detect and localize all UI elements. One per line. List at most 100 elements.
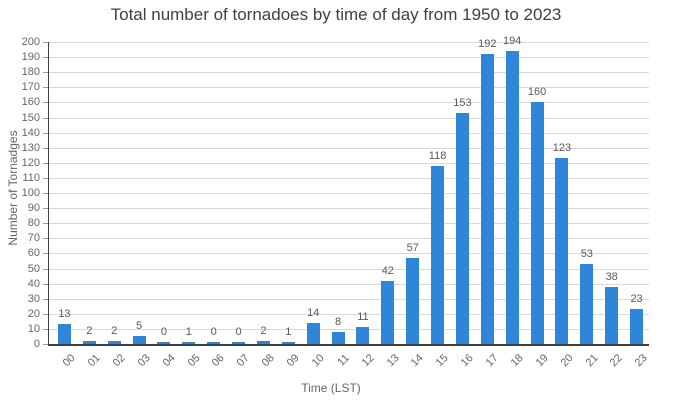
bar bbox=[157, 342, 171, 344]
y-tick-mark bbox=[43, 177, 48, 179]
bar bbox=[630, 309, 644, 344]
x-tick-label: 00 bbox=[60, 352, 78, 370]
bar-value-label: 160 bbox=[527, 86, 547, 98]
x-axis-title: Time (LST) bbox=[301, 381, 361, 395]
gridline bbox=[48, 162, 649, 164]
gridline bbox=[48, 177, 649, 179]
bar bbox=[232, 342, 246, 344]
x-tick-label: 03 bbox=[135, 352, 153, 370]
gridline bbox=[48, 72, 649, 74]
x-tick-label: 13 bbox=[384, 352, 402, 370]
y-tick-mark bbox=[43, 344, 48, 345]
y-axis-line bbox=[48, 42, 49, 344]
gridline bbox=[48, 238, 649, 240]
bar-value-label: 118 bbox=[428, 150, 447, 162]
y-tick-label: 40 bbox=[27, 277, 40, 290]
x-axis-line bbox=[48, 344, 649, 346]
gridline bbox=[48, 42, 649, 43]
y-tick-mark bbox=[43, 223, 48, 225]
bar bbox=[207, 342, 221, 344]
x-tick-label: 08 bbox=[259, 352, 277, 370]
y-tick-label: 170 bbox=[21, 81, 40, 94]
bar-value-label: 2 bbox=[86, 325, 93, 337]
gridline bbox=[48, 102, 649, 104]
bar-value-label: 0 bbox=[160, 326, 167, 338]
y-tick-label: 10 bbox=[27, 322, 40, 335]
y-tick-label: 200 bbox=[21, 36, 40, 48]
y-tick-label: 30 bbox=[27, 292, 40, 305]
bar bbox=[331, 332, 345, 344]
gridline bbox=[48, 268, 649, 270]
y-tick-label: 150 bbox=[21, 111, 40, 124]
gridline bbox=[48, 283, 649, 285]
y-tick-label: 100 bbox=[21, 187, 40, 199]
y-tick-mark bbox=[43, 87, 48, 89]
y-tick-mark bbox=[43, 238, 48, 240]
y-tick-label: 120 bbox=[21, 156, 40, 169]
bar bbox=[256, 341, 270, 344]
bar-value-label: 53 bbox=[580, 248, 593, 260]
gridline bbox=[48, 313, 649, 315]
gridline bbox=[48, 57, 649, 59]
x-tick-label: 06 bbox=[210, 352, 228, 370]
x-tick-label: 19 bbox=[533, 352, 551, 370]
y-tick-label: 160 bbox=[21, 96, 40, 109]
y-tick-mark bbox=[43, 268, 48, 270]
bar-value-label: 0 bbox=[210, 326, 217, 338]
x-tick-label: 23 bbox=[632, 352, 651, 370]
bar bbox=[281, 342, 295, 344]
x-tick-label: 07 bbox=[234, 352, 253, 370]
bar bbox=[182, 342, 196, 344]
x-tick-label: 17 bbox=[483, 352, 501, 370]
x-tick-label: 09 bbox=[284, 352, 302, 370]
x-tick-label: 16 bbox=[458, 352, 476, 370]
bar-value-label: 38 bbox=[605, 271, 618, 283]
y-tick-label: 130 bbox=[21, 141, 40, 154]
x-tick-label: 21 bbox=[583, 352, 601, 370]
bar bbox=[480, 54, 494, 344]
x-tick-label: 01 bbox=[85, 352, 103, 370]
x-tick-label: 15 bbox=[433, 352, 452, 370]
bar-value-label: 11 bbox=[357, 311, 369, 323]
bar-value-label: 194 bbox=[503, 35, 522, 47]
x-tick-label: 10 bbox=[309, 352, 327, 370]
y-tick-mark bbox=[43, 313, 48, 315]
bar-value-label: 2 bbox=[260, 325, 267, 337]
y-tick-mark bbox=[43, 162, 48, 164]
bar-value-label: 2 bbox=[111, 325, 118, 337]
y-tick-label: 110 bbox=[22, 171, 40, 184]
y-tick-mark bbox=[43, 132, 48, 134]
x-tick-label: 14 bbox=[409, 352, 427, 370]
y-tick-label: 180 bbox=[21, 66, 40, 79]
bar bbox=[555, 158, 569, 344]
y-tick-mark bbox=[43, 193, 48, 194]
bar-value-label: 123 bbox=[552, 142, 572, 154]
x-tick-label: 12 bbox=[359, 352, 377, 370]
y-tick-mark bbox=[43, 298, 48, 300]
bar bbox=[605, 287, 619, 344]
gridline bbox=[48, 87, 649, 89]
bar bbox=[82, 341, 96, 344]
y-tick-label: 0 bbox=[33, 338, 40, 350]
y-tick-mark bbox=[43, 283, 48, 285]
bar bbox=[306, 323, 320, 344]
gridline bbox=[48, 117, 649, 119]
y-tick-mark bbox=[43, 328, 48, 330]
x-tick-label: 18 bbox=[508, 352, 526, 370]
x-tick-label: 04 bbox=[160, 352, 178, 370]
y-tick-mark bbox=[43, 208, 48, 210]
bar-value-label: 1 bbox=[185, 326, 192, 338]
y-tick-mark bbox=[43, 72, 48, 74]
gridline bbox=[48, 208, 649, 210]
x-tick-label: 02 bbox=[110, 352, 128, 370]
y-tick-label: 190 bbox=[21, 51, 40, 64]
chart-title: Total number of tornadoes by time of day… bbox=[110, 5, 562, 24]
gridline bbox=[48, 298, 649, 300]
gridline bbox=[48, 193, 649, 194]
bar bbox=[530, 102, 544, 344]
x-tick-label: 11 bbox=[334, 352, 352, 369]
x-tick-label: 20 bbox=[558, 352, 576, 370]
bar bbox=[132, 336, 146, 344]
